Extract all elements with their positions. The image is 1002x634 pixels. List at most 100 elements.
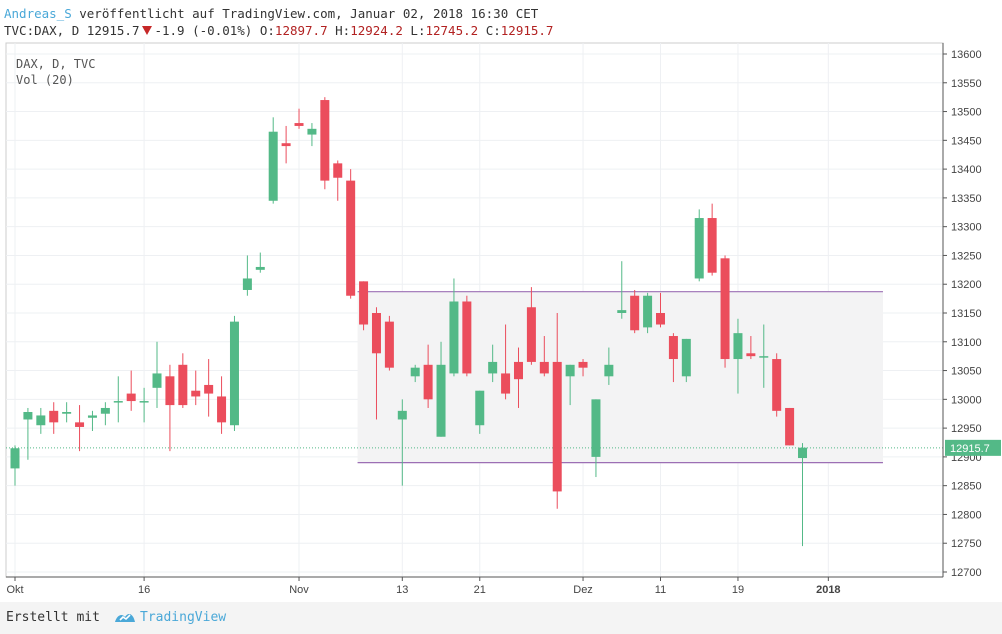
candle-body bbox=[643, 295, 653, 328]
candle-body bbox=[410, 367, 420, 377]
price-tick-label: 13450 bbox=[951, 135, 982, 147]
candle bbox=[449, 278, 459, 377]
candle bbox=[152, 341, 162, 408]
candle bbox=[539, 336, 549, 377]
candle-body bbox=[268, 131, 278, 201]
high-label: H: bbox=[335, 23, 351, 38]
time-tick-label: 11 bbox=[655, 584, 666, 596]
tradingview-link[interactable]: TradingView bbox=[114, 610, 226, 625]
candle bbox=[178, 353, 188, 408]
candle bbox=[397, 399, 407, 486]
range-box bbox=[357, 291, 883, 463]
candle-body bbox=[217, 396, 227, 423]
tradingview-brand-label: TradingView bbox=[140, 610, 227, 625]
candle bbox=[268, 117, 278, 204]
current-price-tag-label: 12915.7 bbox=[950, 443, 990, 455]
chart-header-line2: TVC:DAX, D 12915.7 -1.9 (-0.01%) O:12897.… bbox=[4, 23, 553, 38]
candle-body bbox=[668, 336, 678, 360]
low-label: L: bbox=[410, 23, 426, 38]
made-with-label: Erstellt mit bbox=[6, 610, 100, 625]
candle-body bbox=[772, 359, 782, 411]
candle bbox=[720, 255, 730, 368]
candle-body bbox=[475, 390, 485, 426]
candle-body bbox=[397, 410, 407, 420]
time-tick-label: 13 bbox=[396, 584, 408, 596]
close-label: C: bbox=[485, 23, 501, 38]
candle bbox=[139, 387, 149, 423]
candle-body bbox=[23, 411, 33, 420]
publish-info: veröffentlicht auf TradingView.com, Janu… bbox=[71, 6, 539, 21]
candle-body bbox=[320, 100, 330, 181]
candle-body bbox=[604, 364, 614, 377]
price-tick-label: 12950 bbox=[951, 423, 982, 435]
candle bbox=[513, 347, 523, 408]
candle bbox=[229, 315, 239, 431]
candle bbox=[346, 169, 356, 299]
candle bbox=[604, 347, 614, 385]
candle bbox=[36, 407, 46, 434]
candle bbox=[617, 261, 627, 319]
price-tick-label: 12850 bbox=[951, 481, 982, 493]
candle bbox=[281, 125, 291, 164]
candle-body bbox=[565, 364, 575, 377]
candlestick-chart[interactable]: 1270012750128001285012900129501300013050… bbox=[0, 0, 1002, 602]
candle-body bbox=[462, 301, 472, 374]
candle-body bbox=[656, 313, 665, 325]
candle-body bbox=[333, 163, 343, 178]
close-value: 12915.7 bbox=[500, 23, 554, 38]
candle bbox=[552, 313, 562, 509]
candle bbox=[10, 445, 20, 486]
legend-symbol: DAX, D, TVC bbox=[16, 57, 96, 71]
candle bbox=[707, 203, 717, 276]
candle-body bbox=[591, 399, 601, 457]
candle bbox=[87, 410, 97, 431]
time-tick-label: 21 bbox=[474, 584, 486, 596]
candle-body bbox=[178, 364, 188, 406]
candle-body bbox=[707, 218, 717, 273]
legend-volume: Vol (20) bbox=[16, 73, 74, 87]
price-tick-label: 13250 bbox=[951, 250, 982, 262]
high-value: 12924.2 bbox=[350, 23, 403, 38]
author-link[interactable]: Andreas_S bbox=[4, 6, 72, 21]
current-price-tag bbox=[945, 439, 1001, 456]
candle-body bbox=[539, 361, 549, 374]
price-tick-label: 13050 bbox=[951, 366, 982, 378]
candle-body bbox=[785, 407, 795, 446]
candle-body bbox=[126, 393, 136, 402]
candle bbox=[462, 295, 472, 377]
candle-body bbox=[191, 390, 201, 397]
candle bbox=[410, 364, 420, 383]
time-tick-label: 16 bbox=[138, 584, 150, 596]
candle bbox=[307, 123, 317, 147]
candle-body bbox=[526, 307, 536, 362]
candle bbox=[384, 315, 394, 371]
candle-body bbox=[152, 373, 162, 388]
candle bbox=[242, 255, 252, 296]
candle-body bbox=[371, 313, 381, 354]
candle bbox=[656, 292, 665, 328]
candle-body bbox=[733, 333, 743, 360]
candle-body bbox=[449, 301, 459, 374]
candle bbox=[694, 209, 704, 282]
candle-body bbox=[384, 321, 394, 368]
candle-body bbox=[694, 218, 704, 279]
candle-body bbox=[139, 401, 149, 403]
candle bbox=[75, 405, 85, 452]
candle-body bbox=[10, 448, 20, 469]
candle bbox=[333, 160, 343, 201]
candle bbox=[320, 97, 330, 190]
candle bbox=[371, 307, 381, 420]
candle bbox=[488, 344, 498, 383]
candle bbox=[423, 344, 433, 408]
down-arrow-icon bbox=[142, 26, 153, 35]
time-tick-label: 19 bbox=[732, 584, 744, 596]
candle-body bbox=[488, 361, 498, 374]
candle-body bbox=[49, 410, 59, 423]
candle bbox=[204, 359, 214, 417]
price-tick-label: 13000 bbox=[951, 394, 982, 406]
candle bbox=[126, 370, 136, 411]
candle-body bbox=[346, 180, 356, 296]
price-tick-label: 13500 bbox=[951, 107, 982, 119]
price-tick-label: 13200 bbox=[951, 279, 982, 291]
candle bbox=[359, 281, 369, 331]
